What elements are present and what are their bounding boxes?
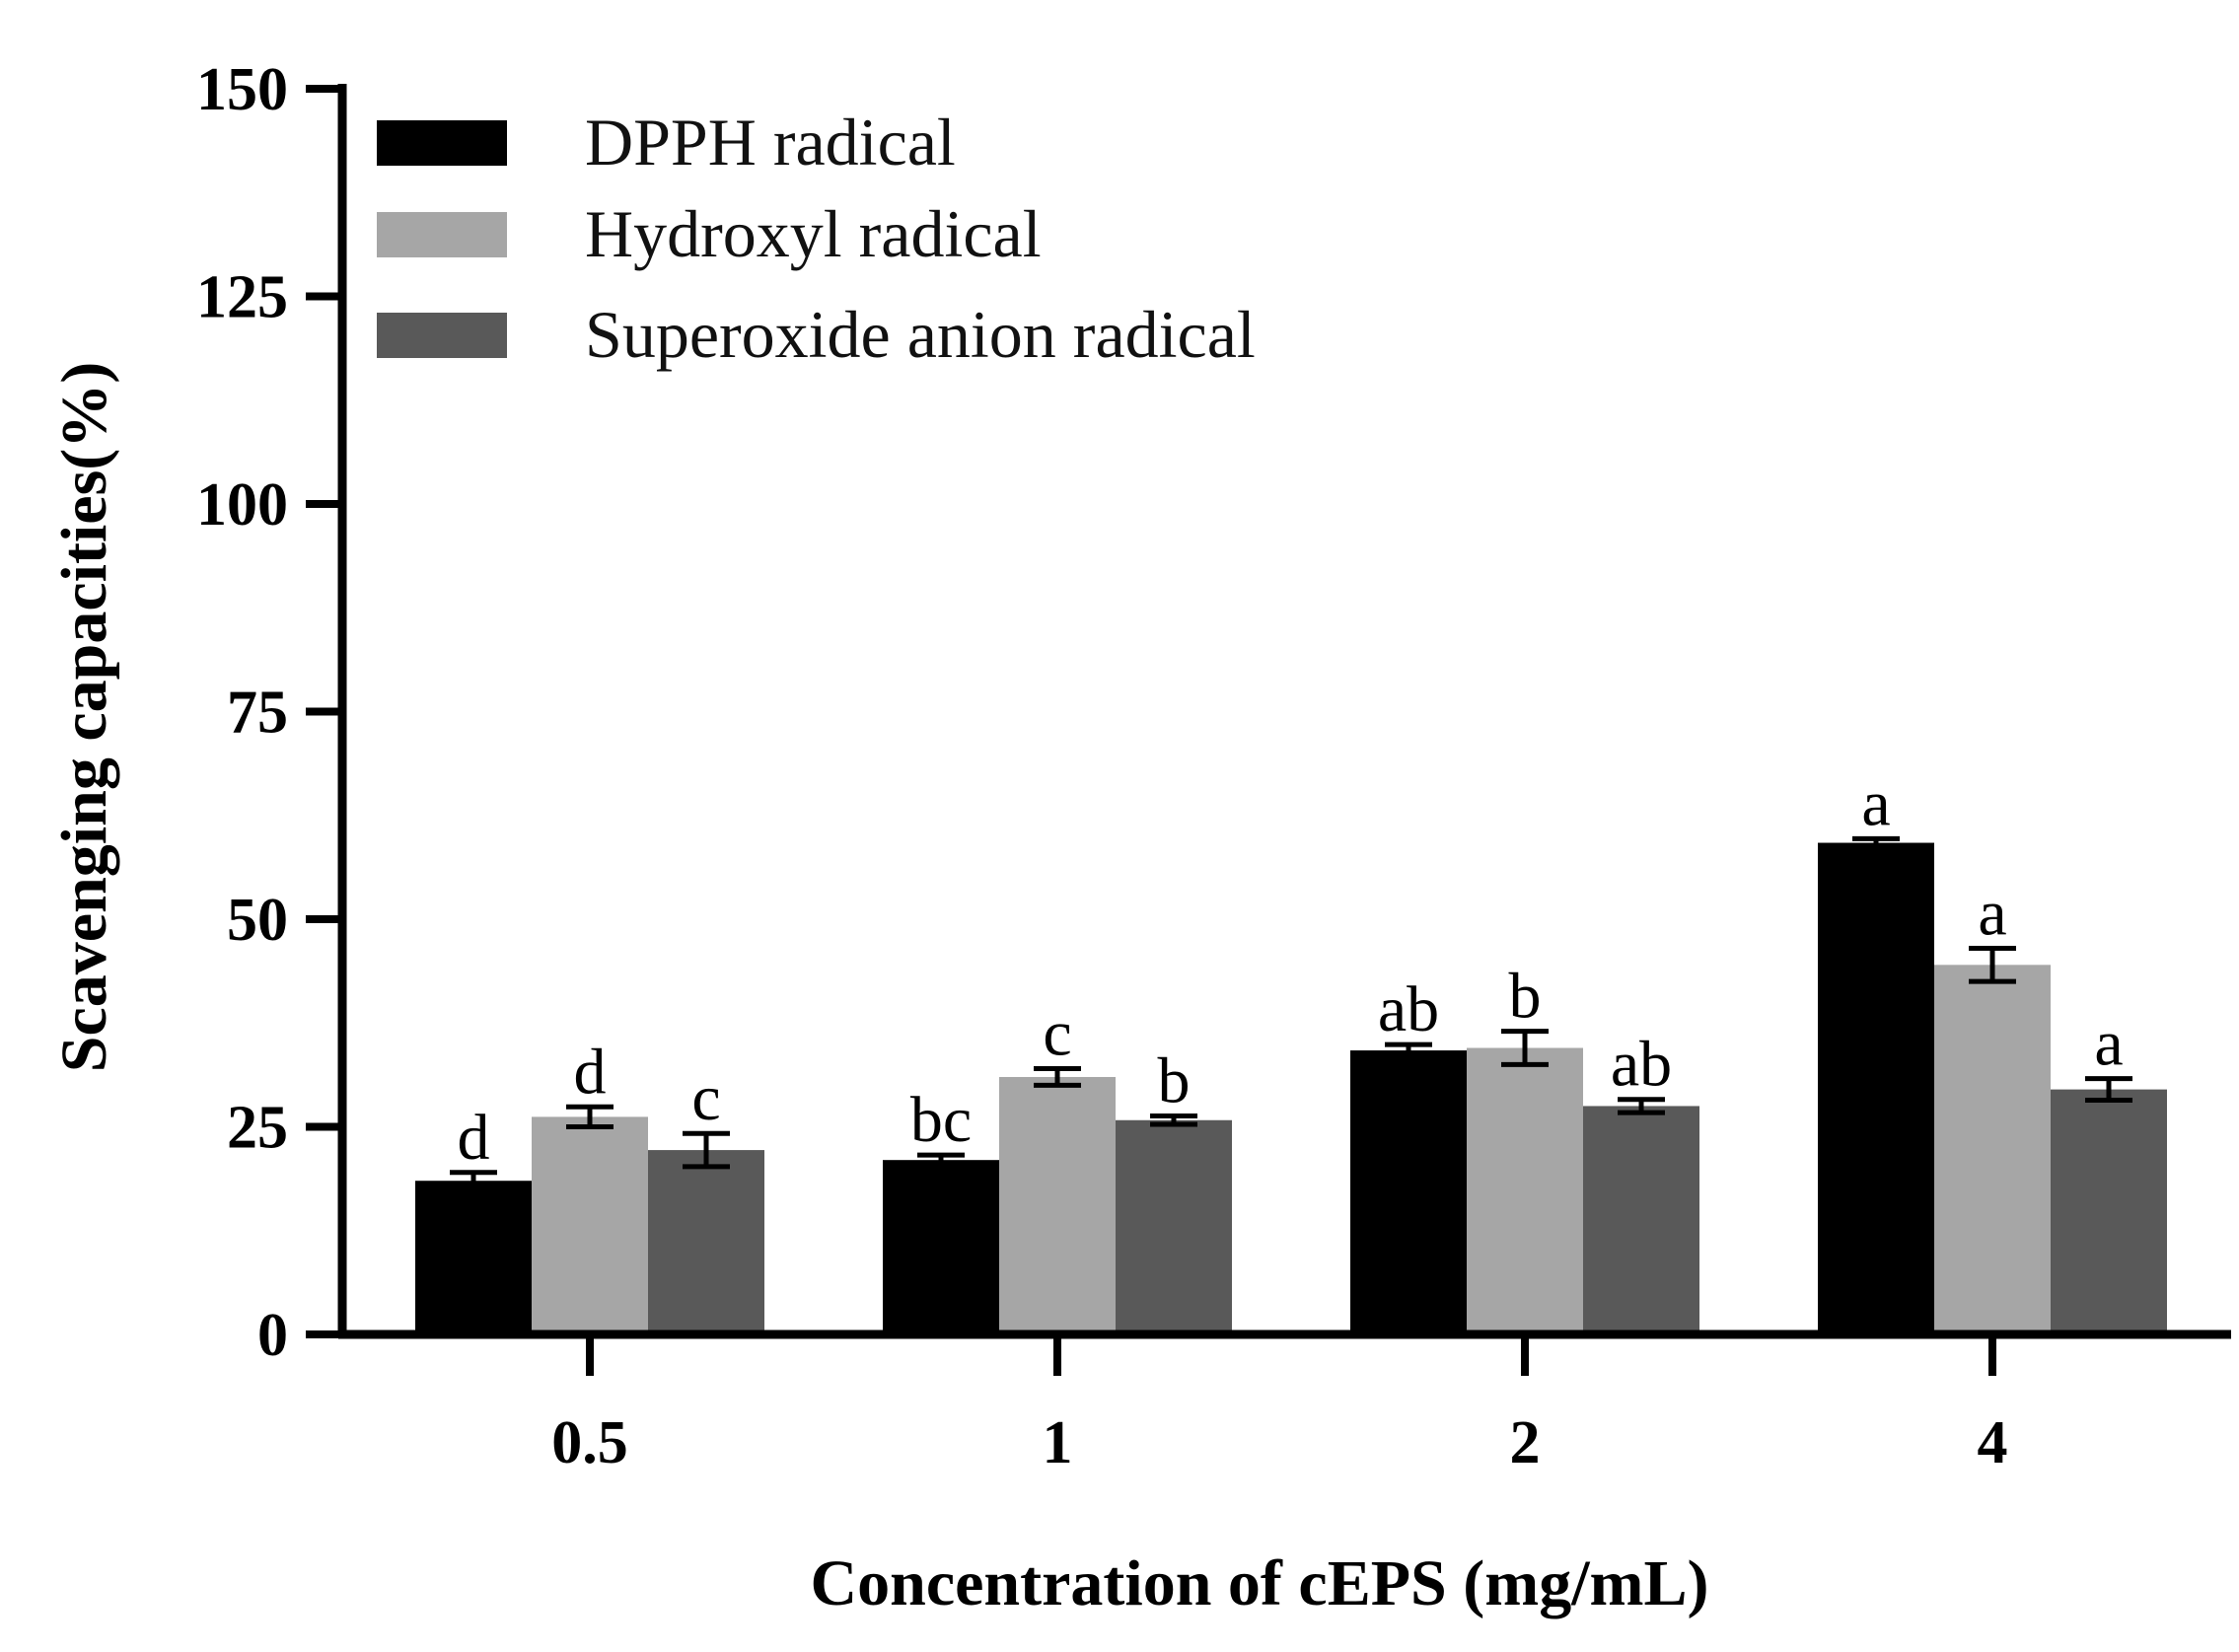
significance-label: a <box>1978 877 2006 949</box>
y-tick-label: 150 <box>196 56 288 123</box>
bar <box>1818 842 1934 1334</box>
significance-label: ab <box>1378 973 1439 1045</box>
x-tick-label: 0.5 <box>551 1409 628 1476</box>
legend: DPPH radical Hydroxyl radical Superoxide a… <box>377 105 1256 372</box>
y-tick-label: 0 <box>257 1302 288 1369</box>
legend-swatch <box>377 313 507 358</box>
significance-label: bc <box>910 1084 972 1156</box>
bar <box>883 1160 999 1334</box>
y-tick-label: 75 <box>227 680 288 747</box>
x-tick-label: 2 <box>1510 1409 1541 1476</box>
bar <box>415 1181 532 1334</box>
significance-label: c <box>1043 998 1071 1070</box>
legend-label: Hydroxyl radical <box>585 196 1042 271</box>
legend-label: DPPH radical <box>585 105 956 180</box>
bar <box>648 1150 764 1334</box>
y-tick-label: 25 <box>227 1095 288 1162</box>
x-axis-title: Concentration of cEPS (mg/mL) <box>810 1547 1708 1619</box>
y-tick-label: 125 <box>196 264 288 331</box>
significance-label: d <box>574 1036 607 1108</box>
significance-label: b <box>1158 1045 1191 1117</box>
significance-label: c <box>691 1062 720 1134</box>
bar <box>1350 1050 1467 1334</box>
significance-label: a <box>1861 767 1890 839</box>
error-bars <box>450 835 2132 1192</box>
bars <box>415 842 2167 1334</box>
y-tick-label: 50 <box>227 887 288 954</box>
significance-label: ab <box>1611 1029 1672 1101</box>
significance-label: d <box>458 1102 490 1174</box>
significance-label: b <box>1509 961 1542 1033</box>
x-tick-label: 1 <box>1043 1409 1073 1476</box>
bar <box>1934 965 2051 1334</box>
bar <box>532 1116 648 1334</box>
bar <box>1116 1119 1232 1334</box>
x-tick-label: 4 <box>1978 1409 2008 1476</box>
significance-label: a <box>2094 1008 2123 1080</box>
bar <box>999 1076 1116 1334</box>
y-axis-title: Scavenging capacities(%) <box>48 362 120 1072</box>
legend-swatch <box>377 212 507 257</box>
x-axis-ticks: 0.5 1 2 4 <box>551 1334 2008 1476</box>
bar <box>2051 1089 2167 1334</box>
y-tick-label: 100 <box>196 471 288 539</box>
bar <box>1467 1047 1583 1334</box>
y-axis-ticks: 0 25 50 75 100 125 150 <box>196 56 342 1369</box>
bar <box>1583 1106 1699 1334</box>
legend-label: Superoxide anion radical <box>585 297 1256 372</box>
legend-swatch <box>377 120 507 166</box>
